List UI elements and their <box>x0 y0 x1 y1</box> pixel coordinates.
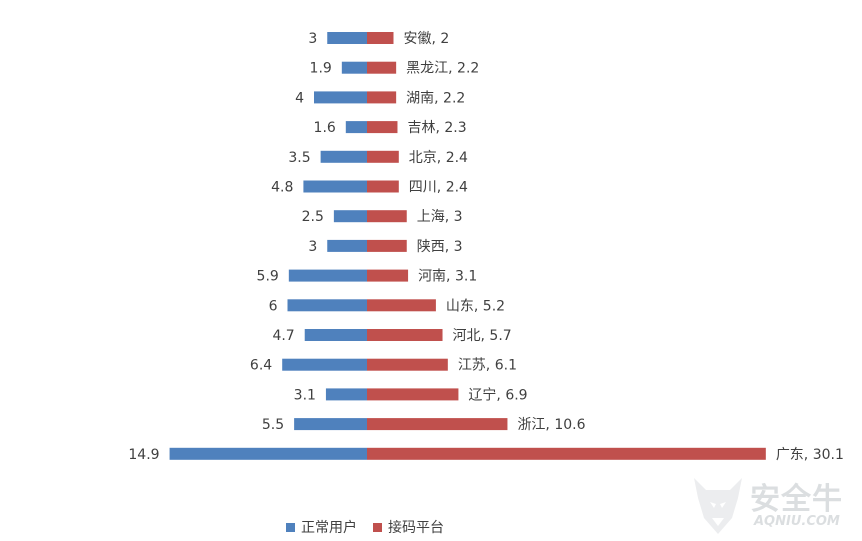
label-normal-5: 4.8 <box>271 180 293 196</box>
bar-platform-13 <box>367 418 508 431</box>
bar-platform-2 <box>367 91 397 104</box>
legend-item-sms-platform: 接码平台 <box>373 517 444 537</box>
bar-normal-13 <box>294 418 367 431</box>
label-normal-7: 3 <box>308 239 317 255</box>
label-normal-8: 5.9 <box>257 269 279 285</box>
bar-normal-14 <box>169 447 367 460</box>
label-normal-2: 4 <box>295 90 304 106</box>
bar-normal-4 <box>320 150 367 163</box>
bar-platform-4 <box>367 150 399 163</box>
bar-normal-1 <box>341 61 367 74</box>
label-normal-11: 6.4 <box>250 358 272 374</box>
label-platform-9: 山东, 5.2 <box>446 298 505 314</box>
label-normal-1: 1.9 <box>310 61 332 77</box>
legend-swatch-sms-platform <box>373 522 382 532</box>
watermark-sub: AQNIU.COM <box>754 514 840 529</box>
bar-normal-12 <box>325 388 367 401</box>
legend-label-sms-platform: 接码平台 <box>388 520 444 536</box>
label-platform-6: 上海, 3 <box>417 209 463 225</box>
label-platform-14: 广东, 30.1 <box>776 447 844 463</box>
label-platform-10: 河北, 5.7 <box>453 328 512 344</box>
bar-normal-3 <box>345 121 367 134</box>
label-platform-3: 吉林, 2.3 <box>407 120 466 136</box>
label-platform-11: 江苏, 6.1 <box>458 358 517 374</box>
label-normal-6: 2.5 <box>302 209 324 225</box>
bar-normal-10 <box>304 329 367 341</box>
bar-platform-5 <box>367 180 399 193</box>
legend-label-normal-users: 正常用户 <box>301 520 357 536</box>
bar-normal-9 <box>287 299 367 312</box>
bar-normal-0 <box>327 32 367 44</box>
label-normal-4: 3.5 <box>288 150 310 166</box>
label-platform-7: 陕西, 3 <box>417 239 463 255</box>
label-platform-5: 四川, 2.4 <box>409 180 468 196</box>
bar-platform-11 <box>367 358 448 371</box>
bar-normal-5 <box>303 180 367 193</box>
watermark: 安全牛 AQNIU.COM <box>688 472 858 538</box>
label-platform-1: 黑龙江, 2.2 <box>406 61 479 77</box>
bar-normal-11 <box>282 358 367 371</box>
bar-platform-12 <box>367 388 459 401</box>
watermark-name: 安全牛 <box>750 482 843 517</box>
bar-platform-9 <box>367 299 436 312</box>
legend-item-normal-users: 正常用户 <box>286 517 357 537</box>
bull-logo-icon <box>694 478 742 534</box>
legend: 正常用户 接码平台 <box>286 517 444 537</box>
label-platform-13: 浙江, 10.6 <box>517 417 585 433</box>
bar-platform-0 <box>367 32 394 44</box>
bar-platform-8 <box>367 269 409 282</box>
label-normal-9: 6 <box>269 298 278 314</box>
label-normal-3: 1.6 <box>314 120 336 136</box>
label-platform-8: 河南, 3.1 <box>418 269 477 285</box>
label-normal-14: 14.9 <box>128 447 159 463</box>
bar-platform-10 <box>367 329 443 341</box>
label-platform-12: 辽宁, 6.9 <box>468 386 527 403</box>
bar-normal-8 <box>288 269 367 282</box>
label-normal-10: 4.7 <box>272 328 294 344</box>
bar-platform-7 <box>367 239 407 252</box>
bar-platform-1 <box>367 61 397 74</box>
bar-platform-14 <box>367 447 766 460</box>
label-platform-4: 北京, 2.4 <box>409 150 468 166</box>
legend-swatch-normal-users <box>286 522 295 532</box>
bar-normal-7 <box>327 239 367 252</box>
label-platform-2: 湖南, 2.2 <box>406 90 465 106</box>
label-normal-12: 3.1 <box>294 387 316 403</box>
bar-platform-3 <box>367 121 398 134</box>
bar-platform-6 <box>367 210 407 223</box>
label-normal-13: 5.5 <box>262 417 284 433</box>
bar-normal-6 <box>333 210 367 223</box>
label-normal-0: 3 <box>308 31 317 47</box>
bar-normal-2 <box>314 91 367 104</box>
label-platform-0: 安徽, 2 <box>404 31 450 47</box>
